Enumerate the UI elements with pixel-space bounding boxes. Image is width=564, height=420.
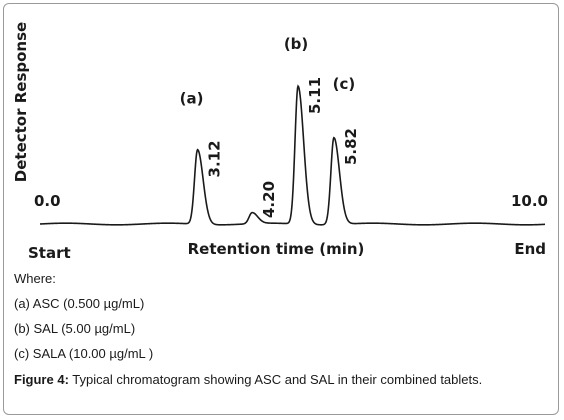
chromatogram-trace (39, 84, 546, 226)
figure-caption: Figure 4: Typical chromatogram showing A… (14, 371, 550, 388)
peak-rt-label: 5.82 (342, 128, 360, 165)
y-axis-label: Detector Response (12, 22, 30, 182)
caption-item-a: (a) ASC (0.500 µg/mL) (14, 296, 145, 311)
peak-letter-label: (b) (284, 35, 308, 53)
peak-letter-label: (a) (180, 89, 204, 107)
x-start-label: Start (28, 244, 71, 262)
x-end-label: End (514, 240, 546, 258)
figure-caption-label: Figure 4: (14, 372, 69, 387)
peak-letter-label: (c) (333, 75, 356, 93)
figure-frame (3, 3, 559, 415)
peak-rt-label: 3.12 (206, 140, 224, 177)
x-axis-label: Retention time (min) (188, 240, 365, 258)
caption-item-c: (c) SALA (10.00 µg/mL ) (14, 346, 154, 361)
peak-rt-label: 4.20 (260, 181, 278, 218)
caption-item-b: (b) SAL (5.00 µg/mL) (14, 321, 136, 336)
x-range-right-label: 10.0 (511, 192, 548, 210)
caption-where: Where: (14, 271, 56, 286)
x-range-left-label: 0.0 (34, 192, 61, 210)
figure-caption-text: Typical chromatogram showing ASC and SAL… (68, 372, 483, 387)
peak-rt-label: 5.11 (306, 77, 324, 114)
chromatogram-chart: Detector Response 0.0 10.0 Start Retenti… (12, 22, 548, 262)
